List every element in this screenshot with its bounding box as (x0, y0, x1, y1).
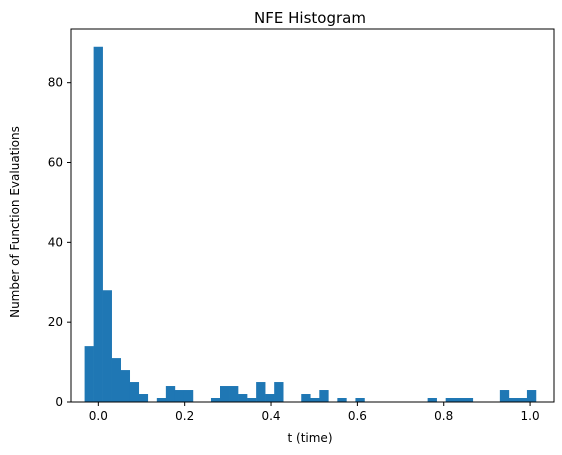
histogram-bar (274, 382, 284, 402)
x-axis-label: t (time) (288, 431, 333, 445)
histogram-bar (517, 398, 528, 402)
y-tick-label: 80 (48, 76, 63, 90)
plot-frame (70, 28, 555, 403)
y-tick-label: 60 (48, 156, 63, 170)
y-tick-label: 0 (55, 395, 63, 409)
histogram-bar (463, 398, 474, 402)
x-tick-label: 0.8 (434, 409, 453, 423)
x-tick-label: 0.4 (261, 409, 280, 423)
histogram-bar (526, 390, 537, 402)
histogram-bar (84, 346, 94, 402)
histogram-bar (445, 398, 455, 402)
histogram-bar (355, 398, 365, 402)
histogram-bar (256, 382, 266, 402)
chart-title: NFE Histogram (254, 9, 366, 27)
histogram-bar (111, 358, 121, 402)
histogram-bar (174, 390, 185, 402)
histogram-bar (319, 390, 329, 402)
histogram-bar (229, 386, 239, 402)
histogram-bar (183, 390, 194, 402)
histogram-bar (310, 398, 320, 402)
histogram-bar (247, 398, 257, 402)
histogram-bar (265, 394, 275, 402)
x-tick-label: 0.0 (89, 409, 108, 423)
histogram-bar (427, 398, 437, 402)
histogram-bar (120, 370, 131, 402)
histogram-bar (220, 386, 230, 402)
histogram-bar (129, 382, 140, 402)
histogram-bar (238, 394, 248, 402)
histogram-bars (84, 46, 537, 402)
y-tick-label: 40 (48, 235, 63, 249)
histogram-bar (165, 386, 176, 402)
histogram-bar (138, 394, 149, 402)
x-tick-label: 1.0 (521, 409, 540, 423)
y-axis-label: Number of Function Evaluations (8, 126, 22, 318)
histogram-bar (499, 390, 510, 402)
histogram-bar (301, 394, 311, 402)
x-axis-ticks: 0.0 0.2 0.4 0.6 0.8 1.0 (89, 402, 540, 423)
histogram-bar (156, 398, 167, 402)
x-tick-label: 0.2 (175, 409, 194, 423)
histogram-bar (210, 398, 221, 402)
histogram-bar (454, 398, 465, 402)
y-axis-ticks: 0 20 40 60 80 (48, 76, 71, 409)
x-tick-label: 0.6 (348, 409, 367, 423)
y-tick-label: 20 (48, 315, 63, 329)
histogram-bar (337, 398, 347, 402)
histogram-bar (508, 398, 519, 402)
histogram-bar (93, 46, 103, 402)
histogram-bar (102, 290, 112, 402)
